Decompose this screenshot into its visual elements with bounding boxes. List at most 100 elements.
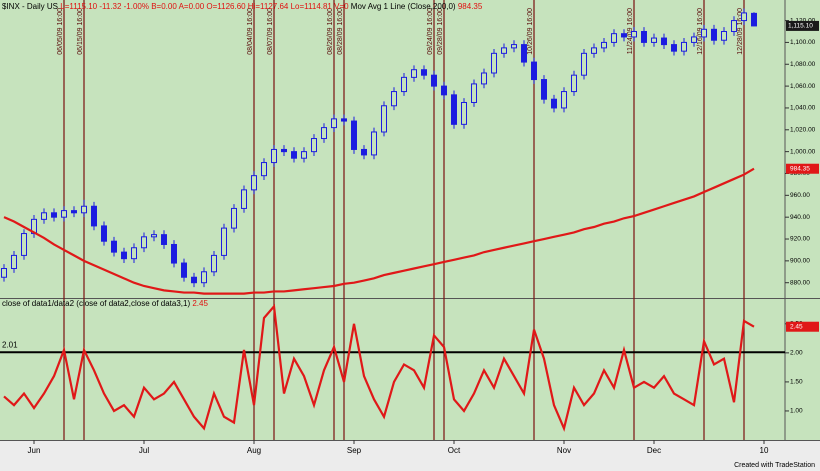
candle-body	[21, 233, 27, 256]
candle-body	[271, 148, 277, 164]
y-tick-label: 920.00	[790, 236, 810, 243]
event-label: 08/07/09 16:00	[267, 8, 274, 55]
candle-body	[731, 20, 737, 32]
candle-body	[491, 52, 497, 74]
candle-body	[581, 52, 587, 76]
candle-body	[191, 276, 197, 284]
x-tick-label: Dec	[647, 446, 661, 455]
y-tick-label: 1,040.00	[790, 105, 816, 112]
footer: Created with TradeStation	[734, 462, 815, 469]
candle-body	[401, 76, 407, 93]
y-tick-label: 1,080.00	[790, 61, 816, 68]
symbol: $INX - Daily US	[2, 2, 58, 11]
candle-body	[281, 148, 287, 153]
candle-body	[411, 69, 417, 78]
candle-body	[391, 91, 397, 107]
candle-body	[71, 210, 77, 214]
candle-body	[691, 36, 697, 43]
candle-body	[111, 240, 117, 253]
x-tick-label: 10	[760, 446, 769, 455]
candle-body	[381, 105, 387, 133]
candle-body	[101, 225, 107, 242]
x-tick-label: Oct	[448, 446, 461, 455]
candle-body	[81, 205, 87, 214]
candle-body	[141, 236, 147, 249]
candle-body	[601, 41, 607, 49]
candle-body	[501, 47, 507, 54]
candle-body	[301, 151, 307, 159]
candle-body	[91, 205, 97, 227]
x-tick-label: Jun	[28, 446, 41, 455]
header: $INX - Daily US L=1115.10 -11.32 -1.00% …	[2, 2, 483, 11]
candle-body	[171, 243, 177, 264]
candle-body	[201, 271, 207, 284]
candle-body	[311, 138, 317, 153]
candle-body	[161, 234, 167, 245]
candle-body	[361, 148, 367, 156]
candle-body	[651, 37, 657, 43]
candle-body	[681, 41, 687, 52]
candle-body	[121, 251, 127, 260]
value-badge	[786, 163, 819, 174]
candle-body	[641, 30, 647, 43]
value-badge-label: 2.45	[790, 323, 803, 330]
y-tick-label: 1.00	[790, 408, 803, 415]
candle-body	[481, 72, 487, 85]
candle-body	[41, 212, 47, 220]
y-tick-label: 880.00	[790, 279, 810, 286]
event-label: 06/05/09 16:00	[57, 8, 64, 55]
candle-body	[471, 83, 477, 103]
event-label: 09/28/09 16:00	[437, 8, 444, 55]
candle-body	[441, 85, 447, 96]
candle-body	[1, 268, 7, 278]
y-tick-label: 2.00	[790, 350, 803, 357]
x-tick-label: Jul	[139, 446, 149, 455]
event-label: 08/28/09 16:00	[337, 8, 344, 55]
indicator-header: close of data1/data2 (close of data2,clo…	[2, 299, 208, 308]
candle-body	[181, 262, 187, 278]
plot-layer: 06/05/09 16:00 06/15/09 16:00 08/04/09 16:…	[0, 0, 819, 455]
x-tick-label: Nov	[557, 446, 571, 455]
value-badge-label: 984.35	[790, 165, 810, 172]
candle-body	[251, 175, 257, 191]
background	[0, 0, 820, 440]
candle-body	[531, 61, 537, 81]
candle-body	[241, 189, 247, 209]
candle-body	[341, 118, 347, 122]
y-tick-label: 1,020.00	[790, 127, 816, 134]
event-label: 11/24/09 16:00	[627, 8, 634, 54]
candle-body	[511, 44, 517, 49]
y-tick-label: 1,060.00	[790, 83, 816, 90]
ma-value: 984.35	[458, 2, 483, 11]
candle-body	[711, 28, 717, 41]
y-tick-label: 1,100.00	[790, 39, 816, 46]
axis-band	[0, 440, 820, 471]
candle-body	[661, 37, 667, 46]
indicator-title: close of data1/data2 (close of data2,clo…	[2, 299, 190, 308]
candle-body	[261, 162, 267, 177]
candle-body	[351, 120, 357, 150]
price-badge-label: 1,115.10	[788, 23, 813, 30]
candle-body	[321, 127, 327, 140]
candle-body	[591, 47, 597, 54]
y-tick-label: 1,000.00	[790, 148, 816, 155]
y-tick-label: 960.00	[790, 192, 810, 199]
ma-title: Mov Avg 1 Line (Close,200,0)	[351, 2, 456, 11]
candle-body	[51, 212, 57, 218]
event-label: 08/04/09 16:00	[247, 8, 254, 55]
candle-body	[151, 234, 157, 238]
y-tick-label: 940.00	[790, 214, 810, 221]
price-badge	[786, 20, 819, 31]
candle-body	[631, 30, 637, 38]
event-label: 08/26/09 16:00	[327, 8, 334, 55]
candle-body	[521, 44, 527, 63]
event-label: 09/24/09 16:00	[427, 8, 434, 55]
candle-body	[371, 131, 377, 156]
series-line	[3, 303, 755, 432]
series-line	[3, 167, 755, 295]
x-tick-label: Sep	[347, 446, 362, 455]
event-label: 12/16/09 16:00	[697, 8, 704, 55]
indicator-value: 2.45	[192, 299, 208, 308]
candle-body	[231, 207, 237, 229]
